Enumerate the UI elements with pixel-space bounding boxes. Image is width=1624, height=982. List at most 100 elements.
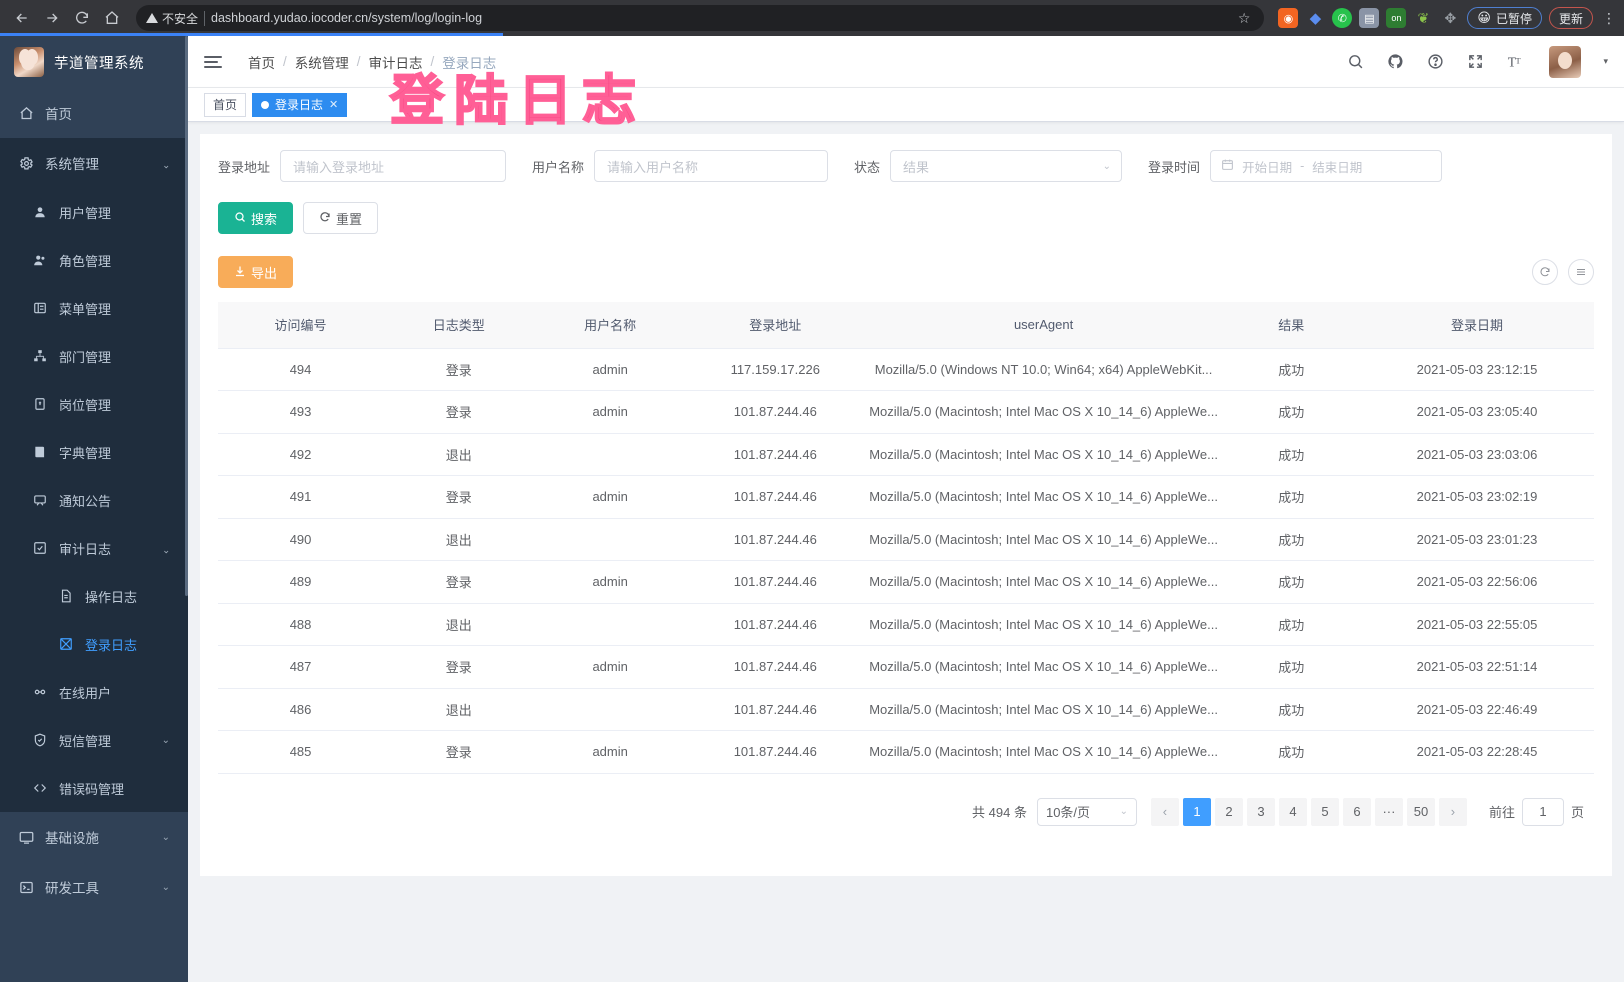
table-row[interactable]: 487 登录 admin 101.87.244.46 Mozilla/5.0 (… [218,645,1594,689]
field-login-address: 登录地址 请输入登录地址 [218,150,507,182]
status-select[interactable]: 结果 ⌄ [890,150,1123,182]
sidebar-item-menu-management[interactable]: 菜单管理 [0,284,188,332]
sidebar-item-error-code-management[interactable]: 错误码管理 [0,764,188,812]
cell-type: 退出 [383,433,535,476]
sidebar-item-operation-log[interactable]: 操作日志 [0,572,188,620]
breadcrumb-item-system[interactable]: 系统管理 [294,55,349,71]
sidebar-item-role-management[interactable]: 角色管理 [0,236,188,284]
cell-ip: 101.87.244.46 [685,560,865,604]
page-ellipsis-button[interactable]: ··· [1374,797,1403,826]
sidebar-item-sms-management[interactable]: 短信管理 ⌄ [0,716,188,764]
help-icon[interactable] [1425,52,1445,72]
cell-user: admin [534,730,686,774]
github-icon[interactable] [1385,52,1405,72]
paused-status-pill[interactable]: 😀 已暂停 [1467,7,1542,29]
kebab-menu-icon[interactable]: ⋮ [1602,10,1616,26]
sidebar-item-notice[interactable]: 通知公告 [0,476,188,524]
sidebar-item-infrastructure[interactable]: 基础设施 ⌄ [0,812,188,862]
reset-button[interactable]: 重置 [303,202,379,234]
sidebar-item-post-management[interactable]: 岗位管理 [0,380,188,428]
star-icon[interactable]: ☆ [1237,9,1251,26]
sidebar-item-online-users[interactable]: 在线用户 [0,668,188,716]
column-header-ip[interactable]: 登录地址 [685,302,865,349]
back-arrow-icon[interactable] [8,4,36,32]
fullscreen-icon[interactable] [1465,52,1485,72]
sidebar-item-login-log[interactable]: 登录日志 [0,620,188,668]
extension-diamond-icon[interactable]: ◆ [1309,10,1322,27]
home-icon[interactable] [98,4,126,32]
cell-ip: 101.87.244.46 [685,730,865,774]
sidebar-item-system-management[interactable]: 系统管理 ⌃ [0,138,188,188]
close-icon[interactable]: ✕ [329,99,339,111]
sidebar-item-home[interactable]: 首页 [0,88,188,138]
table-row[interactable]: 492 退出 101.87.244.46 Mozilla/5.0 (Macint… [218,433,1594,476]
username-input[interactable]: 请输入用户名称 [594,150,829,182]
update-button[interactable]: 更新 [1548,7,1593,29]
sidebar-item-department-management[interactable]: 部门管理 [0,332,188,380]
reload-icon[interactable] [68,4,96,32]
tag-login-log[interactable]: 登录日志 ✕ [252,92,348,117]
column-header-result[interactable]: 结果 [1222,302,1361,349]
column-header-type[interactable]: 日志类型 [383,302,535,349]
hamburger-icon[interactable] [204,51,226,73]
page-button-50[interactable]: 50 [1406,797,1435,826]
table-row[interactable]: 488 退出 101.87.244.46 Mozilla/5.0 (Macint… [218,603,1594,646]
sidebar-item-user-management[interactable]: 用户管理 [0,188,188,236]
sidebar-item-label: 系统管理 [45,157,99,172]
page-button-1[interactable]: 1 [1182,797,1211,826]
column-header-id[interactable]: 访问编号 [218,302,384,349]
table-row[interactable]: 490 退出 101.87.244.46 Mozilla/5.0 (Macint… [218,518,1594,561]
table-row[interactable]: 493 登录 admin 101.87.244.46 Mozilla/5.0 (… [218,390,1594,434]
page-button-2[interactable]: 2 [1214,797,1243,826]
search-icon[interactable] [1345,52,1365,72]
extension-orange-icon[interactable]: ◉ [1278,8,1299,28]
chevron-down-icon: ⌄ [161,734,170,746]
column-header-useragent[interactable]: userAgent [864,302,1223,349]
cell-date: 2021-05-03 23:01:23 [1360,518,1594,561]
breadcrumb-item-audit-log[interactable]: 审计日志 [368,55,423,71]
address-bar[interactable]: 不安全 dashboard.yudao.iocoder.cn/system/lo… [136,5,1265,31]
extension-wechat-icon[interactable]: ✆ [1332,8,1353,28]
sidebar-brand[interactable]: 芋道管理系统 [0,36,188,88]
extension-on-icon[interactable]: on [1386,8,1407,28]
page-button-5[interactable]: 5 [1310,797,1339,826]
sidebar-item-audit-log[interactable]: 审计日志 ⌃ [0,524,188,572]
jump-page-input[interactable]: 1 [1521,797,1564,826]
page-button-6[interactable]: 6 [1342,797,1371,826]
pagination-buttons: ‹ 1 2 3 4 5 6 ··· 50 › [1150,797,1467,826]
login-log-card: 登录地址 请输入登录地址 用户名称 请输入用户名称 状态 [200,134,1612,876]
refresh-circle-button[interactable] [1532,259,1558,285]
table-row[interactable]: 494 登录 admin 117.159.17.226 Mozilla/5.0 … [218,348,1594,391]
extension-blue-badge-icon[interactable]: ▤ [1359,8,1380,28]
tag-home[interactable]: 首页 [204,92,247,117]
cell-useragent: Mozilla/5.0 (Macintosh; Intel Mac OS X 1… [864,475,1223,519]
next-page-button[interactable]: › [1438,797,1467,826]
column-header-date[interactable]: 登录日期 [1360,302,1594,349]
page-size-select[interactable]: 10条/页 ⌄ [1036,797,1137,826]
login-time-daterange[interactable]: 开始日期 - 结束日期 [1210,150,1443,182]
breadcrumb-item-home[interactable]: 首页 [248,55,275,71]
login-address-input[interactable]: 请输入登录地址 [280,150,507,182]
sidebar-scrollbar[interactable] [185,36,188,596]
smiley-icon: 😀 [1477,10,1491,25]
chevron-down-icon[interactable]: ▾ [1603,56,1608,66]
column-header-user[interactable]: 用户名称 [534,302,686,349]
extension-green-leaf-icon[interactable]: ❦ [1417,9,1430,26]
export-button[interactable]: 导出 [218,256,294,288]
user-avatar-icon[interactable] [1549,45,1582,78]
table-row[interactable]: 485 登录 admin 101.87.244.46 Mozilla/5.0 (… [218,730,1594,774]
forward-arrow-icon[interactable] [38,4,66,32]
extension-puzzle-icon[interactable]: ✥ [1444,9,1457,26]
sidebar-item-dictionary-management[interactable]: 字典管理 [0,428,188,476]
page-button-4[interactable]: 4 [1278,797,1307,826]
prev-page-button[interactable]: ‹ [1150,797,1179,826]
columns-circle-button[interactable] [1568,259,1594,285]
search-button[interactable]: 搜索 [218,202,294,234]
table-row[interactable]: 491 登录 admin 101.87.244.46 Mozilla/5.0 (… [218,475,1594,519]
page-button-3[interactable]: 3 [1246,797,1275,826]
table-row[interactable]: 486 退出 101.87.244.46 Mozilla/5.0 (Macint… [218,688,1594,731]
cell-user [534,688,686,731]
table-row[interactable]: 489 登录 admin 101.87.244.46 Mozilla/5.0 (… [218,560,1594,604]
sidebar-item-dev-tools[interactable]: 研发工具 ⌄ [0,862,188,912]
